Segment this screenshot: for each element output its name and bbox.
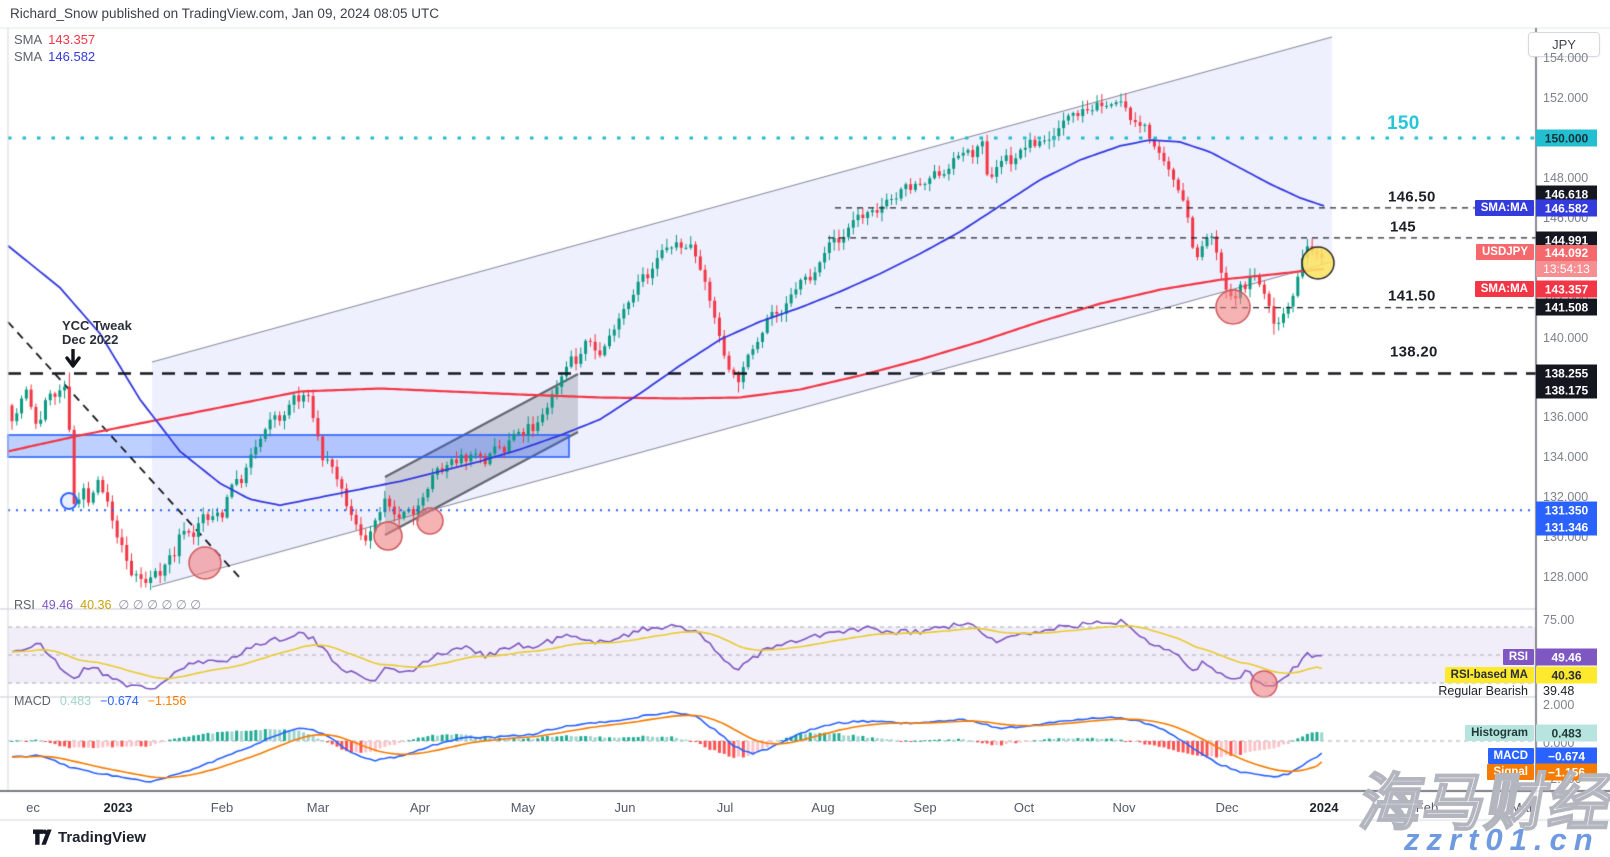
time-axis-month-label[interactable]: Dec [1215,800,1239,815]
time-axis-month-label[interactable]: Aug [811,800,835,815]
down-arrow-icon [65,348,81,368]
axis-price-label: 40.36 [1536,666,1597,684]
time-axis-month-label[interactable]: Jul [716,800,734,815]
time-axis-month-label[interactable]: 2023 [103,800,133,815]
axis-price-label: 0.483 [1536,724,1597,742]
macd-line-value: −0.674 [100,694,139,708]
rsi-label: RSI [14,598,35,612]
time-axis-month-label[interactable]: Mar [1510,800,1534,815]
macd-hist-value: 0.483 [59,694,92,708]
tradingview-logo[interactable]: TradingView [33,829,146,846]
time-axis-month-label[interactable]: Jun [614,800,636,815]
time-axis-month-label[interactable]: Nov [1112,800,1136,815]
price-axis-tick: 128.000 [1543,570,1589,584]
rsi-value: 49.46 [41,598,74,612]
sma-value-blue: 146.582 [48,49,96,64]
axis-price-label: −1.156 [1536,763,1597,781]
rsi-empty-fields: ∅ ∅ ∅ ∅ ∅ ∅ [118,598,202,612]
macd-label: MACD [14,694,51,708]
macd-legend[interactable]: MACD 0.483 −0.674 −1.156 [14,694,195,708]
watermark-url: zzrt01.cn [1404,822,1600,857]
sma-label: SMA [14,32,43,47]
time-axis-month-label[interactable]: Oct [1013,800,1035,815]
time-axis-month-label[interactable]: ec [26,800,40,815]
price-level-label: 138.20 [1390,343,1438,361]
axis-series-tag: Histogram [1465,725,1534,741]
axis-price-label: 131.350 [1536,501,1597,519]
axis-series-tag: MACD [1487,748,1534,764]
axis-series-tag: SMA:MA [1474,200,1534,216]
price-axis-tick: 75.00 [1543,613,1575,627]
axis-series-tag: RSI-based MA [1444,667,1534,683]
price-axis-tick: 132.000 [1543,490,1589,504]
axis-series-tag: RSI [1502,649,1534,665]
time-axis-month-label[interactable]: May [510,800,536,815]
price-axis-tick: 152.000 [1543,91,1589,105]
price-axis-tick: 136.000 [1543,410,1589,424]
price-axis-tick: 148.000 [1543,171,1589,185]
price-axis-tick: 154.000 [1543,51,1589,65]
axis-price-label: 141.508 [1536,298,1597,316]
price-level-label: 141.50 [1388,287,1436,305]
price-level-label: 146.50 [1388,188,1436,206]
tradingview-logo-text: TradingView [58,829,147,846]
bar-countdown: 13:54:13 [1536,261,1597,277]
rsi-legend[interactable]: RSI 49.46 40.36 ∅ ∅ ∅ ∅ ∅ ∅ [14,597,208,612]
currency-button[interactable]: JPY [1528,32,1600,57]
axis-series-tag: Signal [1487,764,1534,780]
sma-label: SMA [14,49,43,64]
price-axis-tick: 140.000 [1543,331,1589,345]
axis-price-label: 49.46 [1536,648,1597,666]
time-axis-month-label[interactable]: 2024 [1309,800,1339,815]
axis-price-label: 146.618 [1536,185,1597,203]
price-axis-tick: 134.000 [1543,450,1589,464]
axis-price-label: 143.357 [1536,280,1597,298]
sma-legend: SMA 143.357 SMA 146.582 [14,31,95,65]
axis-price-label: 131.346 [1536,518,1597,536]
price-axis-tick: 2.000 [1543,698,1575,712]
axis-price-label: 150.000 [1536,129,1597,147]
price-level-label: 150 [1387,113,1420,134]
price-level-label: 145 [1390,218,1416,236]
last-price-label: 144.092 13:54:13 [1536,245,1597,277]
axis-price-label: 146.582 [1536,199,1597,217]
time-axis-month-label[interactable]: Sep [913,800,937,815]
sma-legend-row-red[interactable]: SMA 143.357 [14,31,95,48]
macd-signal-value: −1.156 [147,694,187,708]
ycc-annotation-line2: Dec 2022 [62,332,119,347]
time-axis-month-label[interactable]: Apr [409,800,431,815]
ycc-annotation[interactable]: YCC Tweak Dec 2022 [62,319,132,376]
axis-series-tag: SMA:MA [1474,281,1534,297]
time-axis-month-label[interactable]: Mar [306,800,330,815]
divergence-label[interactable]: Regular Bearish [1438,684,1528,698]
tradingview-logo-icon [33,829,52,845]
axis-price-label: 144.991 [1536,231,1597,249]
divergence-value: 39.48 [1543,684,1575,698]
axis-price-label: −0.674 [1536,747,1597,765]
sma-value-red: 143.357 [48,32,96,47]
ycc-annotation-line1: YCC Tweak [62,318,132,333]
time-axis-month-label[interactable]: Feb [1415,800,1439,815]
time-axis-month-label[interactable]: Feb [210,800,234,815]
axis-price-label: 138.175 [1536,381,1597,399]
rsi-ma-value: 40.36 [80,598,112,612]
axis-price-label: 138.255 [1536,364,1597,382]
axis-series-tag: USDJPY [1475,244,1534,260]
publish-caption: Richard_Snow published on TradingView.co… [10,6,440,21]
sma-legend-row-blue[interactable]: SMA 146.582 [14,48,95,65]
